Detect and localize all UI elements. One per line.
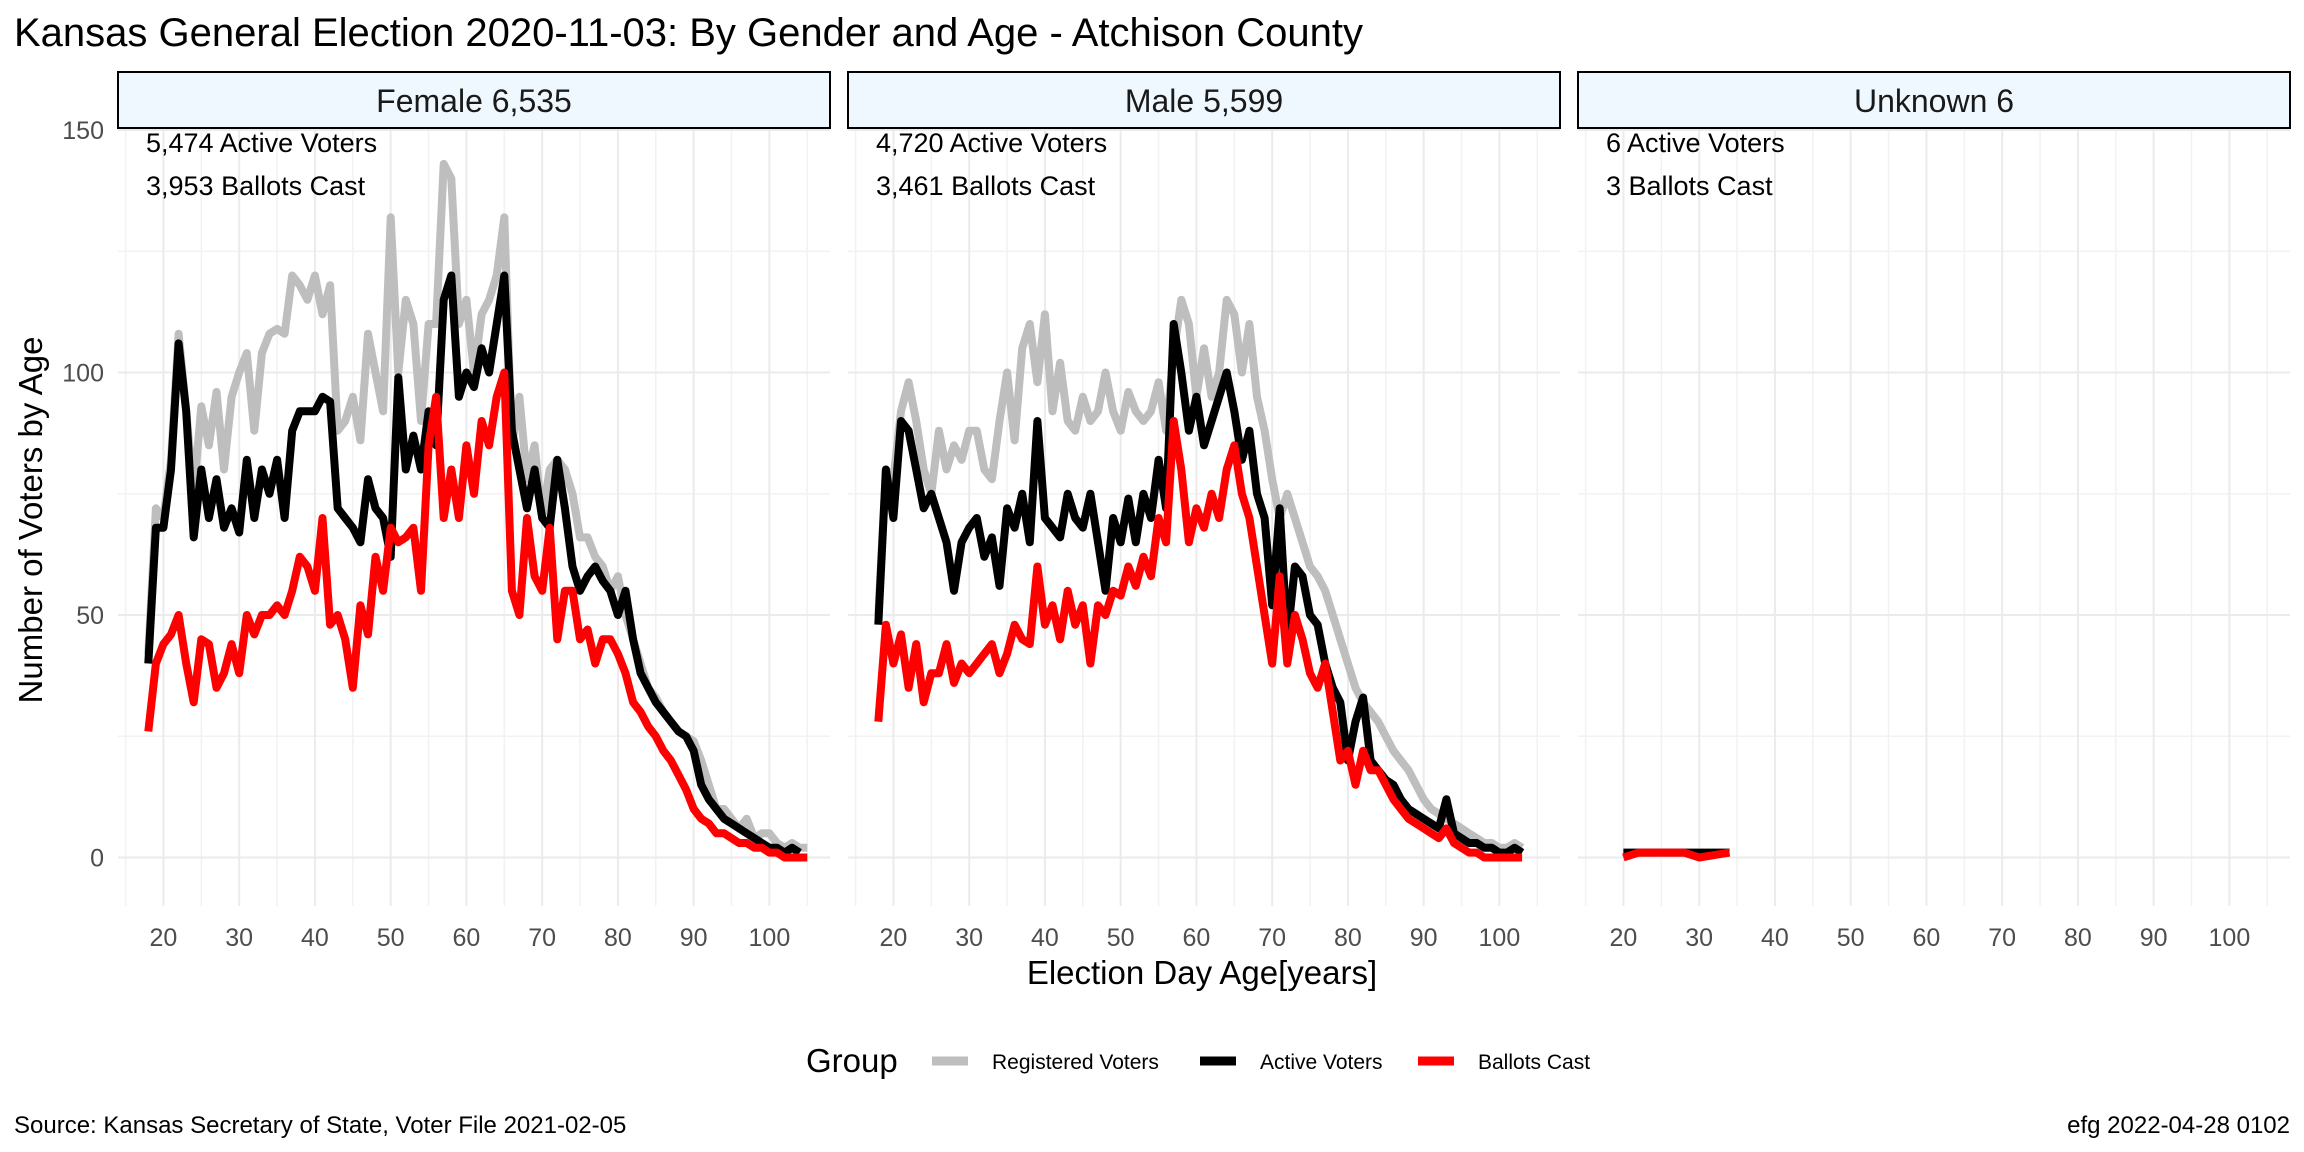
legend-label: Ballots Cast — [1478, 1051, 1590, 1074]
x-tick-label: 60 — [453, 924, 481, 952]
x-tick-label: 30 — [225, 924, 253, 952]
x-tick-label: 100 — [2209, 924, 2251, 952]
x-tick-label: 70 — [1258, 924, 1286, 952]
x-tick-label: 70 — [1988, 924, 2016, 952]
credit-note: efg 2022-04-28 0102 — [2067, 1112, 2290, 1139]
y-tick-label: 50 — [76, 602, 104, 630]
strip-background — [1577, 71, 2291, 129]
panel-2: Unknown 6 6 Active Voters 3 Ballots Cast 20… — [1577, 71, 2291, 952]
x-tick-label: 50 — [377, 924, 405, 952]
x-tick-label: 40 — [1031, 924, 1059, 952]
series-line-active-voters — [144, 271, 802, 857]
x-tick-label: 90 — [2140, 924, 2168, 952]
x-tick-label: 40 — [1761, 924, 1789, 952]
panel-0: Female 6,535 5,474 Active Voters 3,953 Bal… — [62, 71, 831, 952]
x-tick-label: 60 — [1913, 924, 1941, 952]
strip-label: Male 5,599 — [1125, 83, 1283, 119]
strip-background — [117, 71, 831, 129]
panel-annotation: 3,461 Ballots Cast — [876, 171, 1096, 201]
x-tick-label: 70 — [528, 924, 556, 952]
panel-annotation: 3 Ballots Cast — [1606, 171, 1773, 201]
x-tick-label: 90 — [680, 924, 708, 952]
x-tick-label: 80 — [2064, 924, 2092, 952]
panel-1: Male 5,599 4,720 Active Voters 3,461 Ballo… — [847, 71, 1561, 952]
panel-annotation: 3,953 Ballots Cast — [146, 171, 366, 201]
legend-title: Group — [806, 1042, 898, 1079]
series-line-active-voters — [874, 320, 1525, 857]
x-tick-label: 30 — [955, 924, 983, 952]
x-tick-label: 80 — [1334, 924, 1362, 952]
series-line-ballots-cast — [144, 368, 808, 862]
chart-title: Kansas General Election 2020-11-03: By G… — [14, 11, 1363, 55]
x-tick-label: 80 — [604, 924, 632, 952]
x-tick-label: 20 — [880, 924, 908, 952]
strip-label: Unknown 6 — [1854, 83, 2014, 119]
legend: Group Registered Voters Active Voters Ballo… — [806, 1042, 1590, 1079]
x-tick-label: 50 — [1107, 924, 1135, 952]
x-tick-label: 30 — [1685, 924, 1713, 952]
y-axis-label: Number of Voters by Age — [12, 337, 49, 704]
legend-label: Active Voters — [1260, 1051, 1383, 1074]
y-tick-label: 150 — [62, 117, 104, 145]
x-tick-label: 20 — [1610, 924, 1638, 952]
y-tick-label: 100 — [62, 360, 104, 388]
legend-label: Registered Voters — [992, 1051, 1159, 1074]
panel-annotation: 4,720 Active Voters — [876, 128, 1107, 158]
series-line-ballots-cast — [1622, 848, 1731, 862]
x-tick-label: 60 — [1183, 924, 1211, 952]
x-tick-label: 90 — [1410, 924, 1438, 952]
panels: Female 6,535 5,474 Active Voters 3,953 Bal… — [62, 71, 2291, 952]
panel-annotation: 6 Active Voters — [1606, 128, 1785, 158]
x-tick-label: 20 — [150, 924, 178, 952]
x-tick-label: 50 — [1837, 924, 1865, 952]
series-line-registered-voters — [144, 159, 808, 852]
source-note: Source: Kansas Secretary of State, Voter… — [14, 1112, 626, 1139]
series-line-ballots-cast — [874, 417, 1523, 862]
x-tick-label: 40 — [301, 924, 329, 952]
series-line-registered-voters — [874, 295, 1525, 852]
x-tick-label: 100 — [1479, 924, 1521, 952]
strip-label: Female 6,535 — [376, 83, 572, 119]
x-tick-label: 100 — [749, 924, 791, 952]
x-axis-label: Election Day Age[years] — [1027, 954, 1377, 991]
strip-background — [847, 71, 1561, 129]
y-tick-label: 0 — [90, 845, 104, 873]
panel-annotation: 5,474 Active Voters — [146, 128, 377, 158]
